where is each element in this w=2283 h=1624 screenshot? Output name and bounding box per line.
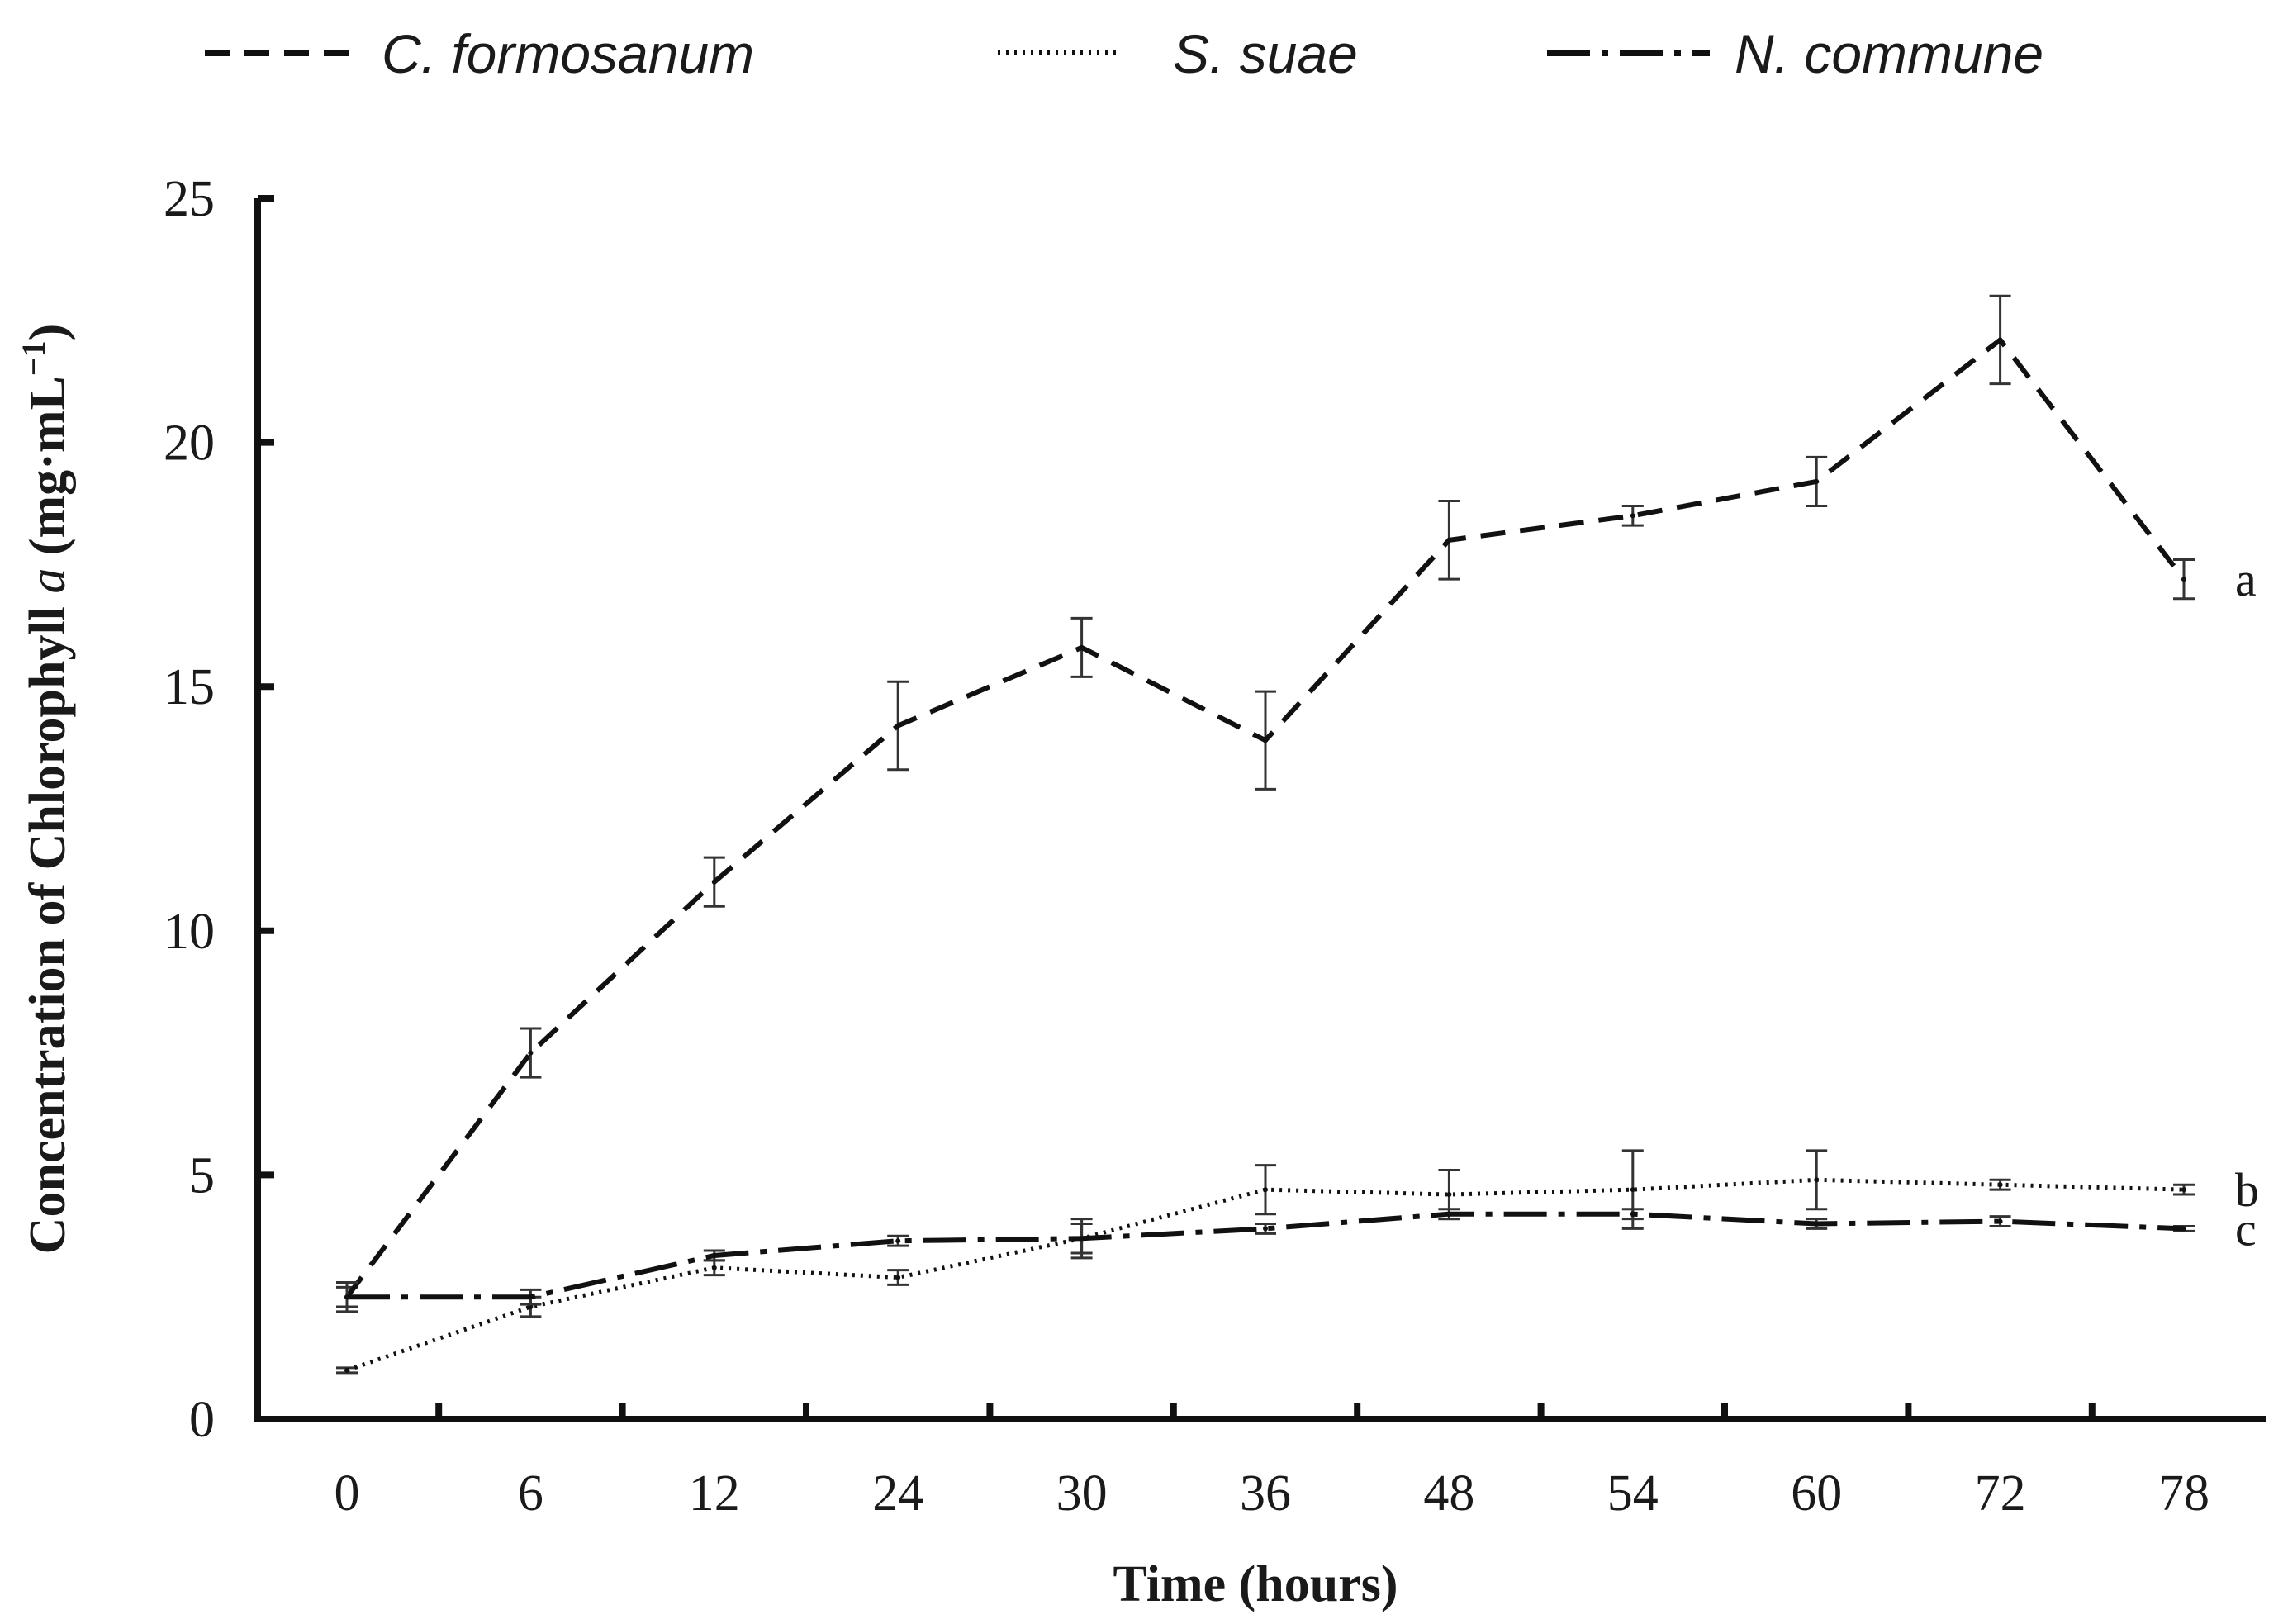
x-tick-label: 0: [335, 1465, 360, 1522]
y-axis-title-prefix: Concentration of Chlorophyll: [20, 594, 76, 1255]
y-tick-label: 20: [164, 415, 215, 472]
data-point: [1079, 644, 1085, 650]
data-point: [1630, 1187, 1635, 1193]
data-point: [1814, 478, 1820, 484]
data-point: [1814, 1177, 1820, 1183]
legend-label-n-commune: N. commune: [1735, 23, 2043, 84]
series-s-suae: b: [336, 1149, 2259, 1375]
axes: [254, 198, 2266, 1422]
x-axis-title: Time (hours): [1113, 1556, 1398, 1612]
series-line: [344, 337, 2186, 1299]
data-point: [1997, 337, 2003, 343]
data-point: [1630, 1211, 1635, 1217]
x-tick-label: 78: [2158, 1465, 2209, 1522]
data-point: [1814, 1221, 1820, 1227]
y-axis-title-italic: a: [20, 568, 76, 594]
y-axis-title-suffix: (mg·mL: [20, 376, 76, 567]
series-line: [347, 1211, 2185, 1300]
legend: C. formosanum S. suae N. commune: [205, 23, 2043, 84]
legend-label-c-formosanum: C. formosanum: [382, 23, 754, 84]
legend-item-n-commune: N. commune: [1547, 23, 2043, 84]
data-point: [895, 723, 901, 729]
x-tick-label: 72: [1975, 1465, 2026, 1522]
significance-label: a: [2235, 553, 2257, 606]
series-c-formosanum: a: [336, 294, 2257, 1308]
data-point: [2181, 1187, 2186, 1193]
legend-label-s-suae: S. suae: [1173, 23, 1358, 84]
y-tick-label: 25: [164, 171, 215, 227]
data-point: [711, 1265, 717, 1270]
x-tick-label: 48: [1423, 1465, 1474, 1522]
y-axis-title-superscript: −1: [15, 340, 52, 376]
data-point: [1446, 1211, 1452, 1217]
y-tick-label: 0: [189, 1392, 215, 1448]
data-point: [1263, 1226, 1268, 1232]
x-tick-label: 36: [1240, 1465, 1291, 1522]
x-tick-label: 30: [1056, 1465, 1108, 1522]
data-point: [1446, 1192, 1452, 1198]
y-axis-title: Concentration of Chlorophyll a (mg·mL−1): [15, 324, 76, 1255]
y-ticks: 0 5 10 15 20 25: [164, 171, 274, 1448]
series-n-commune: c: [336, 1202, 2257, 1313]
legend-item-c-formosanum: C. formosanum: [205, 23, 754, 84]
data-point: [1446, 537, 1452, 543]
y-tick-label: 10: [164, 904, 215, 960]
data-point: [344, 1367, 349, 1373]
data-point: [2181, 577, 2186, 582]
series-layer: a bc: [336, 294, 2259, 1375]
data-point: [528, 1050, 534, 1056]
data-point: [344, 1294, 349, 1300]
x-tick-label: 24: [872, 1465, 923, 1522]
data-point: [1079, 1236, 1085, 1242]
data-point: [528, 1294, 534, 1300]
x-tick-label: 6: [518, 1465, 543, 1522]
data-point: [895, 1275, 901, 1280]
y-tick-label: 5: [189, 1147, 215, 1204]
data-point: [711, 879, 717, 885]
x-tick-label: 12: [689, 1465, 740, 1522]
data-point: [1630, 513, 1635, 519]
significance-label: b: [2235, 1163, 2259, 1217]
data-point: [1997, 1182, 2003, 1188]
y-axis-title-close: ): [20, 324, 76, 341]
data-point: [2181, 1226, 2186, 1232]
data-point: [1997, 1218, 2003, 1224]
data-point: [711, 1252, 717, 1258]
legend-item-s-suae: S. suae: [998, 23, 1358, 84]
data-point: [895, 1238, 901, 1244]
y-tick-label: 15: [164, 659, 215, 715]
x-tick-label: 54: [1607, 1465, 1659, 1522]
x-tick-label: 60: [1791, 1465, 1842, 1522]
significance-label: c: [2235, 1202, 2257, 1256]
data-point: [1263, 738, 1268, 743]
data-point: [1263, 1187, 1268, 1193]
x-ticks: 0 6 12 24 30 36 48 54 60 72 78: [335, 1403, 2209, 1522]
